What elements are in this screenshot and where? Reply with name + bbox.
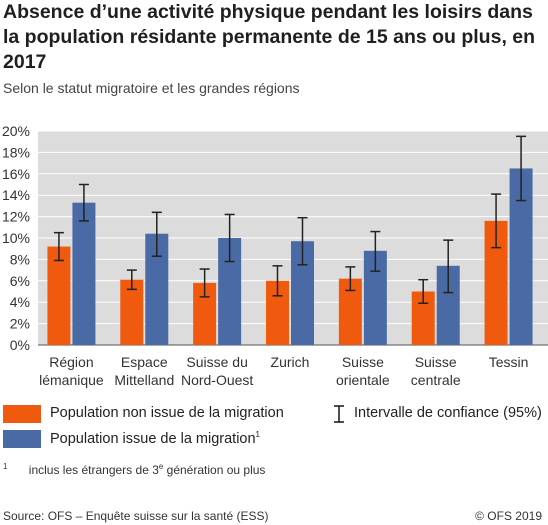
x-tick-label-line: Suisse <box>415 354 457 370</box>
x-tick-label-line: Suisse du <box>186 354 247 370</box>
y-tick-label: 10% <box>2 230 30 246</box>
y-tick-label: 0% <box>10 337 30 353</box>
footnote: 1 inclus les étrangers de 3e génération … <box>3 462 265 477</box>
bar <box>145 233 169 345</box>
footnote-text-sup: e <box>158 462 164 471</box>
x-tick-label-line: Tessin <box>489 354 529 370</box>
legend-label-migration-sup: 1 <box>255 430 260 439</box>
chart-subtitle: Selon le statut migratoire et les grande… <box>3 80 300 96</box>
y-tick-label: 8% <box>10 251 30 267</box>
legend-label-migration-text: Population issue de la migration <box>50 430 256 447</box>
bar <box>218 238 242 345</box>
bar <box>47 246 71 345</box>
footnote-marker: 1 <box>3 462 8 471</box>
y-tick-label: 6% <box>10 273 30 289</box>
x-tick-label-line: centrale <box>411 372 461 388</box>
legend-swatch-migration <box>3 430 41 448</box>
x-tick-label-line: Suisse <box>342 354 384 370</box>
y-tick-label: 18% <box>2 144 30 160</box>
x-tick-label: Suisse centrale <box>411 354 461 388</box>
bar <box>363 250 387 345</box>
x-tick-label: Zurich <box>271 354 310 370</box>
bar <box>120 279 144 345</box>
y-tick-label: 2% <box>10 316 30 332</box>
bar <box>509 168 533 345</box>
x-tick-label-line: Région <box>49 354 93 370</box>
confidence-interval-icon <box>334 405 344 423</box>
y-tick-label: 4% <box>10 294 30 310</box>
legend-label-non-migration: Population non issue de la migration <box>50 405 284 421</box>
x-tick-label: Région lémanique <box>39 354 104 388</box>
bar <box>436 265 460 345</box>
bar <box>411 291 435 345</box>
bar <box>338 278 362 345</box>
chart-title: Absence d’une activité physique pendant … <box>3 1 536 73</box>
x-tick-label-line: Zurich <box>271 354 310 370</box>
legend-label-migration: Population issue de la migration1 <box>50 430 260 447</box>
x-tick-label-line: orientale <box>336 372 390 388</box>
bar <box>193 282 217 345</box>
bar <box>72 202 96 345</box>
legend-label-non-migration-text: Population non issue de la migration <box>50 405 284 421</box>
footnote-text-after: génération ou plus <box>163 463 266 477</box>
bar <box>291 241 314 345</box>
x-tick-label-line: lémanique <box>39 372 104 388</box>
x-tick-label-line: Mittelland <box>114 372 174 388</box>
x-tick-label-line: Nord-Ouest <box>181 372 253 388</box>
bar-chart: 0% 2% 4% 6% 8% 10% 12% 14% 16% 18% 20% Région lémani… <box>2 123 548 388</box>
copyright: © OFS 2019 <box>475 509 542 523</box>
bar <box>266 280 289 345</box>
x-tick-label: Espace Mittelland <box>114 354 174 388</box>
x-tick-label: Suisse du Nord-Ouest <box>181 354 253 388</box>
x-tick-label: Tessin <box>489 354 529 370</box>
y-tick-label: 20% <box>2 123 30 139</box>
y-tick-label: 16% <box>2 166 30 182</box>
x-tick-label-line: Espace <box>121 354 168 370</box>
legend-swatch-non-migration <box>3 405 41 423</box>
x-tick-label: Suisse orientale <box>336 354 390 388</box>
legend-label-ci: Intervalle de confiance (95%) <box>354 405 542 421</box>
footnote-text-before: inclus les étrangers de 3 <box>28 463 159 477</box>
y-tick-label: 12% <box>2 209 30 225</box>
y-tick-label: 14% <box>2 187 30 203</box>
bar <box>484 220 508 345</box>
source-line: Source: OFS – Enquête suisse sur la sant… <box>3 509 269 523</box>
